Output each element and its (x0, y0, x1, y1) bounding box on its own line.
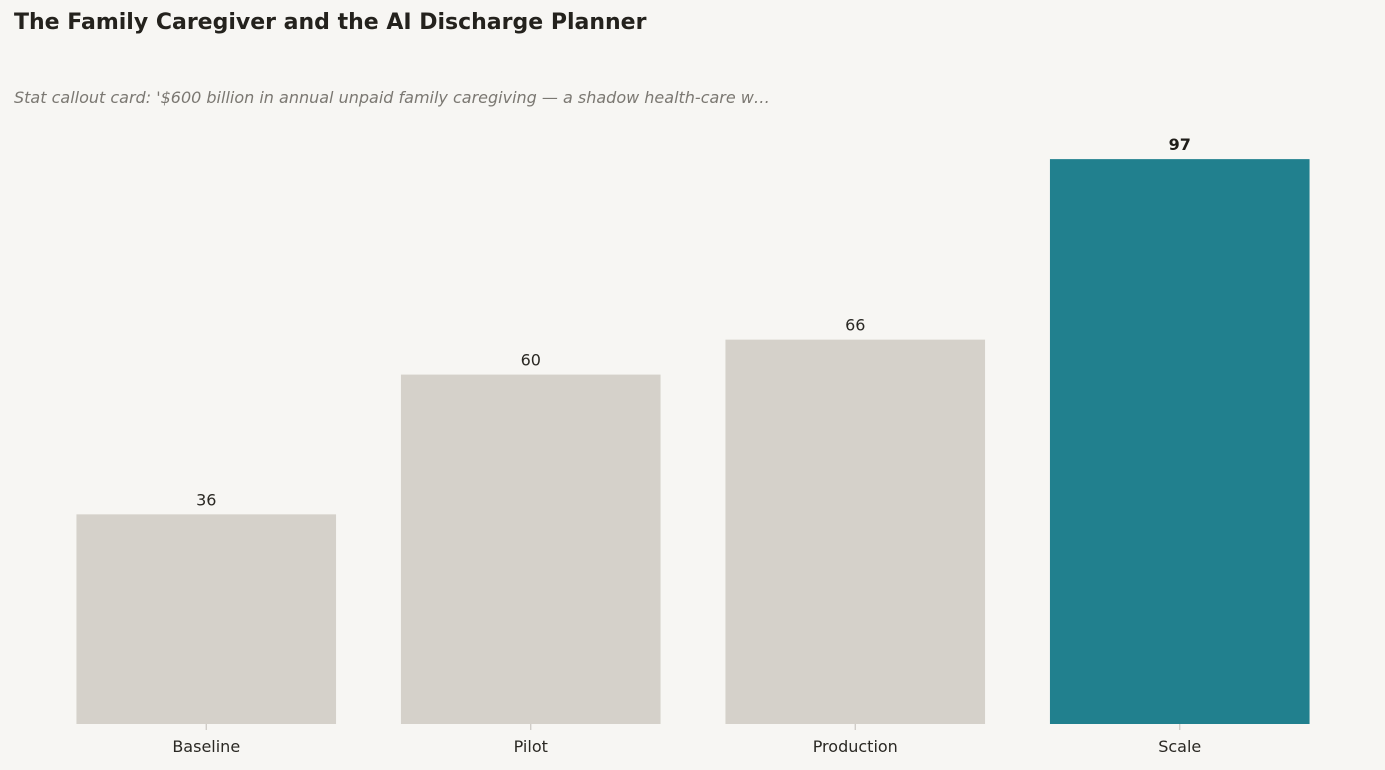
chart-title: The Family Caregiver and the AI Discharg… (14, 10, 647, 35)
value-label-production: 66 (845, 316, 865, 335)
x-axis-ticks (205, 724, 1181, 730)
bar-baseline (76, 514, 337, 724)
value-labels-layer: 36 60 66 97 (196, 135, 1191, 509)
value-label-pilot: 60 (521, 351, 541, 370)
bar-pilot (400, 374, 661, 724)
x-tick-label-baseline: Baseline (172, 737, 240, 756)
chart-subtitle: Stat callout card: '$600 billion in annu… (14, 88, 770, 107)
bars-layer (76, 159, 1310, 724)
bar-scale (1049, 159, 1310, 724)
value-label-scale: 97 (1169, 135, 1191, 154)
x-tick-label-pilot: Pilot (514, 737, 548, 756)
x-axis-tick-labels: Baseline Pilot Production Scale (172, 737, 1201, 756)
value-label-baseline: 36 (196, 490, 216, 509)
bar-production (725, 339, 986, 724)
x-tick-label-production: Production (813, 737, 898, 756)
x-tick-label-scale: Scale (1158, 737, 1201, 756)
